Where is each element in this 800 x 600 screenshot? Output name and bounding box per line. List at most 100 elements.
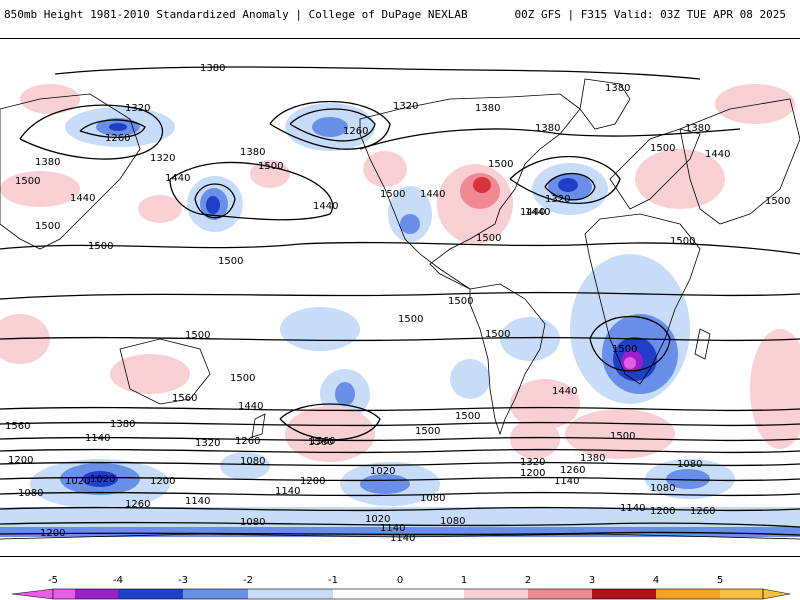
colorbar-swatch-pos1	[464, 589, 528, 599]
contour-1320-atl	[544, 173, 596, 201]
coast-africa	[584, 213, 701, 385]
contour-label: 1080	[240, 517, 265, 528]
contour-label: 1200	[8, 455, 33, 466]
anomaly-pos-aus	[110, 354, 190, 394]
colorbar-swatch-neg3	[118, 589, 183, 599]
colorbar-tick-label: 5	[716, 575, 724, 586]
contour-label: 1560	[310, 436, 335, 447]
colorbar-tick-label: -5	[48, 575, 58, 586]
anomaly-pos-nasia	[20, 84, 80, 114]
contour-label: 1560	[172, 393, 197, 404]
coast-antarctica	[0, 533, 800, 540]
contour-1440-pac	[169, 161, 334, 221]
anomaly-pos-chile	[510, 419, 560, 459]
contour-label: 1140	[275, 486, 300, 497]
contour-label: 1500	[258, 161, 283, 172]
contour-label: 1320	[520, 457, 545, 468]
contour-label: 1260	[343, 126, 368, 137]
contour-label: 1500	[612, 344, 637, 355]
contour-1440-atl	[509, 155, 621, 205]
anomaly-pos-us-3	[473, 177, 491, 193]
contour-label: 1500	[15, 176, 40, 187]
contour-label: 1320	[393, 101, 418, 112]
contour-label: 1020	[365, 514, 390, 525]
colorbar-swatch-neg5	[53, 589, 75, 599]
contour-label: 1440	[70, 193, 95, 204]
contour-label: 1500	[185, 330, 210, 341]
contour-label: 1200	[520, 468, 545, 479]
anomaly-pos-satl	[510, 379, 580, 429]
contour-label: 1440	[420, 189, 445, 200]
coast-south-america	[469, 283, 546, 436]
contour-1380-s	[0, 421, 800, 427]
anomaly-neg-brazil	[500, 317, 560, 361]
anomaly-pos-asia	[0, 171, 80, 207]
anomaly-neg-baja	[400, 214, 420, 234]
header: 850mb Height 1981-2010 Standardized Anom…	[0, 0, 800, 30]
coast-nz	[251, 413, 266, 438]
contour-label: 1200	[300, 476, 325, 487]
map-title: 850mb Height 1981-2010 Standardized Anom…	[4, 8, 468, 21]
contour-label: 1500	[218, 256, 243, 267]
contour-labels: 1380 1380 1320 1260 1260 1320 1380 1320 …	[15, 63, 790, 442]
contour-label: 1500	[448, 296, 473, 307]
contour-label: 1500	[670, 236, 695, 247]
contour-label: 1500	[765, 196, 790, 207]
contour-labels-south: 1560 1440 1560 1380 1320 1260 1140 1200 …	[5, 401, 715, 544]
contour-label: 1320	[150, 153, 175, 164]
contour-1140-ant	[0, 521, 800, 528]
contour-label: 1500	[415, 426, 440, 437]
contour-1560-spac	[279, 403, 381, 441]
colorbar-swatch-neg4b	[75, 589, 118, 599]
contour-label: 1020	[370, 466, 395, 477]
contour-label: 1380	[580, 453, 605, 464]
colorbar-swatches	[11, 588, 791, 600]
contour-1260-s	[0, 448, 800, 454]
anomaly-neg-trop-pac	[280, 307, 360, 351]
contour-1320-ak	[269, 100, 391, 150]
contour-label: 1380	[240, 147, 265, 158]
colorbar-swatch-zero	[333, 589, 464, 599]
contour-1380-top	[54, 66, 701, 80]
anomaly-pos-ne	[715, 84, 795, 124]
contour-label: 1500	[476, 233, 501, 244]
contour-label: 1080	[440, 516, 465, 527]
colorbar-outline	[52, 588, 764, 600]
colorbar-swatch-neg1	[248, 589, 333, 599]
anomaly-pos-w	[0, 314, 50, 364]
anomaly-pos-sio-e	[750, 329, 800, 449]
anomaly-pos-npac	[250, 160, 290, 188]
anomaly-neg-s-africa-5	[624, 357, 636, 369]
colorbar-tick-label: 2	[524, 575, 532, 586]
contour-label: 1260	[125, 499, 150, 510]
contour-label: 1320	[195, 438, 220, 449]
contour-label: 1020	[90, 474, 115, 485]
anomaly-neg-nwatl-3	[558, 178, 578, 192]
contour-label: 1380	[535, 123, 560, 134]
contour-label: 1380	[110, 419, 135, 430]
anomaly-neg-ant-c2	[360, 474, 410, 494]
contour-label: 1500	[488, 159, 513, 170]
contour-label: 1140	[554, 476, 579, 487]
contour-label: 1140	[85, 433, 110, 444]
colorbar-tick-label: 3	[588, 575, 596, 586]
anomaly-neg-npac-3	[109, 123, 127, 131]
contour-1200-ant	[0, 531, 800, 536]
contour-label: 1140	[380, 523, 405, 534]
anomaly-neg-satl	[450, 359, 490, 399]
contour-1380-npole	[359, 128, 741, 150]
contour-label: 1200	[650, 506, 675, 517]
contour-label: 1500	[455, 411, 480, 422]
anomaly-neg-ak-2	[312, 117, 348, 137]
contour-label: 1500	[610, 431, 635, 442]
coast-north-america	[359, 93, 581, 290]
colorbar-swatch-pos4	[656, 589, 720, 599]
anomaly-neg-nz	[220, 452, 270, 480]
contour-label: 1020	[65, 476, 90, 487]
anomaly-pos-wc	[363, 151, 407, 187]
contour-1500-trop	[0, 291, 800, 300]
contour-1320-npac	[19, 104, 164, 160]
anomaly-pos-sio	[565, 409, 675, 459]
contour-label: 1260	[235, 436, 260, 447]
contour-label: 1260	[690, 506, 715, 517]
